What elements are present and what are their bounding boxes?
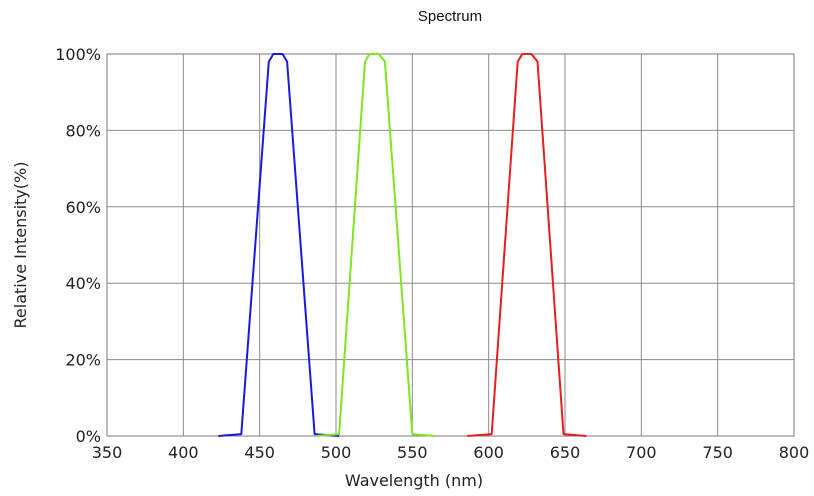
x-tick-label: 550	[397, 443, 428, 462]
x-tick-label: 450	[244, 443, 275, 462]
series-line-1	[218, 53, 340, 437]
y-tick-label: 0%	[76, 427, 101, 446]
x-tick-label: 400	[168, 443, 199, 462]
chart-title: Spectrum	[418, 8, 482, 25]
x-tick-label: 650	[550, 443, 581, 462]
y-tick-label: 60%	[65, 198, 101, 217]
y-tick-label: 20%	[65, 351, 101, 370]
chart-grid	[106, 53, 795, 437]
series-line-2	[316, 53, 436, 437]
x-tick-labels: 350 400 450 500 550 600 650 700 750 800	[92, 443, 810, 462]
y-tick-label: 40%	[65, 274, 101, 293]
y-tick-label: 100%	[55, 45, 101, 64]
x-axis-label: Wavelength (nm)	[345, 471, 483, 490]
plot-frame	[106, 53, 795, 437]
x-tick-label: 600	[473, 443, 504, 462]
y-tick-label: 80%	[65, 121, 101, 140]
y-axis-label: Relative Intensity(%)	[11, 162, 30, 329]
chart-series	[218, 53, 587, 437]
x-tick-label: 500	[321, 443, 352, 462]
x-tick-label: 800	[779, 443, 810, 462]
x-tick-label: 700	[626, 443, 657, 462]
series-line-3	[467, 53, 587, 437]
x-tick-label: 750	[702, 443, 733, 462]
y-tick-labels: 0% 20% 40% 60% 80% 100%	[55, 45, 101, 446]
x-tick-label: 350	[92, 443, 123, 462]
